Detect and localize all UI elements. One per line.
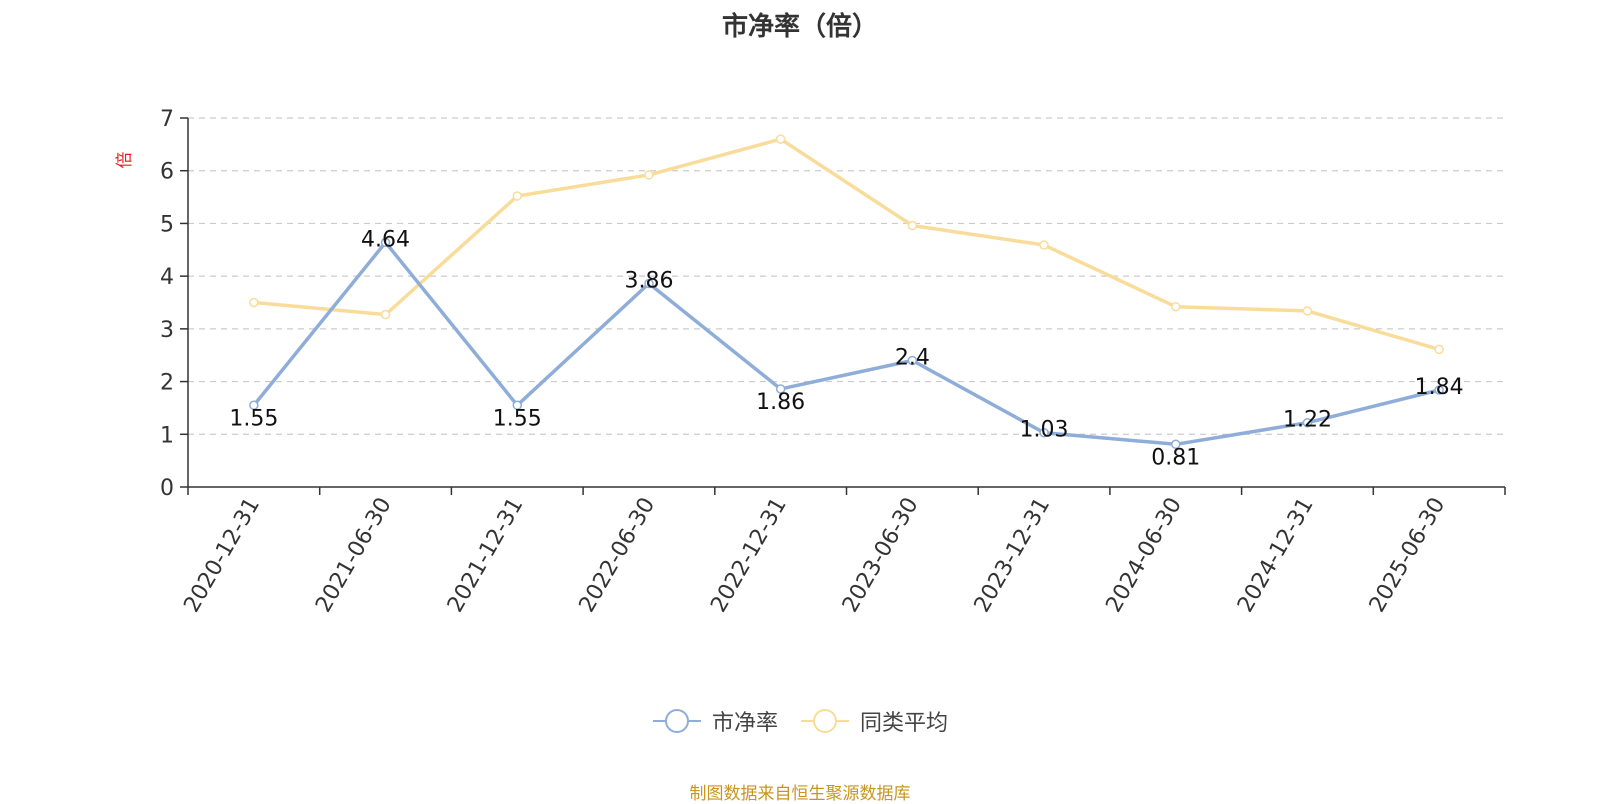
y-tick-label: 7: [160, 107, 174, 132]
chart-title: 市净率（倍）: [721, 12, 878, 42]
data-point: [512, 191, 522, 201]
legend: 市净率 同类平均: [0, 705, 1600, 737]
legend-label: 市净率: [711, 711, 778, 736]
data-point: [1434, 385, 1444, 395]
data-point: [380, 309, 391, 320]
series-line: [252, 240, 1440, 447]
x-tick-label: 2021-06-30: [311, 494, 397, 617]
y-tick-label: 2: [160, 371, 174, 396]
x-tick-label: 2021-12-31: [443, 494, 529, 617]
data-label: 1.55: [229, 406, 278, 431]
data-point: [907, 355, 918, 366]
data-point: [380, 237, 391, 248]
data-label: 0.81: [1151, 445, 1200, 470]
x-tick-label: 2022-12-31: [706, 494, 792, 617]
y-tick-label: 1: [160, 423, 174, 448]
x-tick-label: 2024-12-31: [1233, 494, 1319, 617]
data-point: [1171, 439, 1181, 450]
legend-item[interactable]: 同类平均: [800, 705, 948, 737]
legend-item[interactable]: 市净率: [652, 705, 778, 737]
legend-label: 同类平均: [860, 711, 949, 736]
data-labels: 1.55 4.64 1.55 3.86 1.86 2.4 1.03 0.81 1.22 1.84: [229, 227, 1463, 470]
data-label: 4.64: [361, 227, 410, 252]
data-point: [775, 384, 786, 394]
legend-marker-icon: [801, 709, 849, 733]
y-tick-label: 5: [160, 212, 174, 237]
y-tick-label: 3: [160, 318, 174, 343]
axes: 0 1 2 3 4 5 6 7 倍 2020-12-31 2021-06-30 2021-12-31 2…: [115, 107, 1506, 617]
data-point: [249, 400, 259, 411]
gridlines: [188, 117, 1505, 435]
x-tick-label: 2023-12-31: [970, 494, 1056, 617]
data-label: 1.22: [1283, 408, 1332, 433]
x-tick-label: 2022-06-30: [575, 494, 661, 617]
y-axis-label: 倍: [115, 152, 135, 169]
data-point: [1302, 306, 1313, 316]
data-point: [249, 297, 259, 308]
y-tick-label: 4: [160, 265, 174, 290]
x-tick-label: 2025-06-30: [1365, 494, 1451, 617]
data-point: [1039, 240, 1049, 250]
y-tick-label: 0: [160, 476, 174, 501]
y-tick-label: 6: [160, 160, 174, 185]
data-point: [907, 220, 918, 231]
x-tick-label: 2023-06-30: [838, 494, 924, 617]
data-point: [512, 400, 522, 411]
series-lines: [249, 134, 1444, 450]
data-point: [644, 278, 654, 289]
data-label: 2.4: [895, 345, 930, 370]
data-label: 1.86: [756, 390, 805, 415]
data-point: [1039, 427, 1049, 438]
data-label: 1.84: [1415, 375, 1464, 400]
x-tick-label: 2024-06-30: [1101, 494, 1187, 617]
series-line: [253, 137, 1440, 352]
legend-marker-icon: [652, 709, 701, 733]
data-point: [1171, 301, 1181, 312]
data-point: [644, 170, 654, 180]
data-label: 3.86: [624, 269, 673, 294]
data-point: [1302, 417, 1313, 428]
data-label: 1.03: [1020, 418, 1069, 443]
data-point: [1434, 344, 1444, 355]
data-point: [775, 134, 786, 144]
source-note: 制图数据来自恒生聚源数据库: [689, 784, 911, 804]
data-label: 1.55: [493, 406, 542, 431]
x-tick-label: 2020-12-31: [179, 494, 265, 617]
